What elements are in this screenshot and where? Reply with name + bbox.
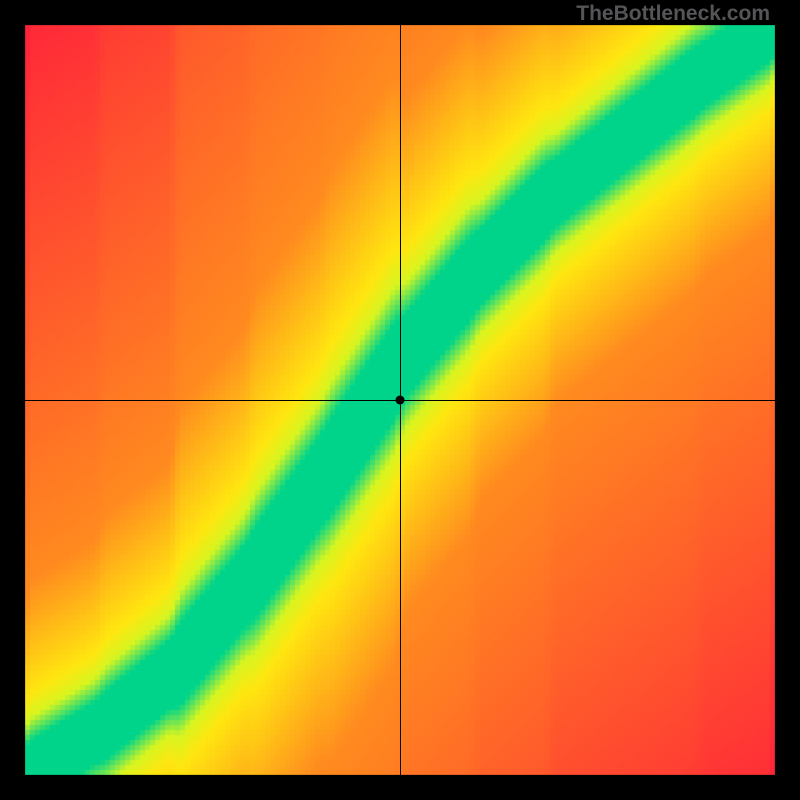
chart-container: TheBottleneck.com [0,0,800,800]
data-point-marker [396,396,405,405]
watermark-text: TheBottleneck.com [576,2,770,26]
